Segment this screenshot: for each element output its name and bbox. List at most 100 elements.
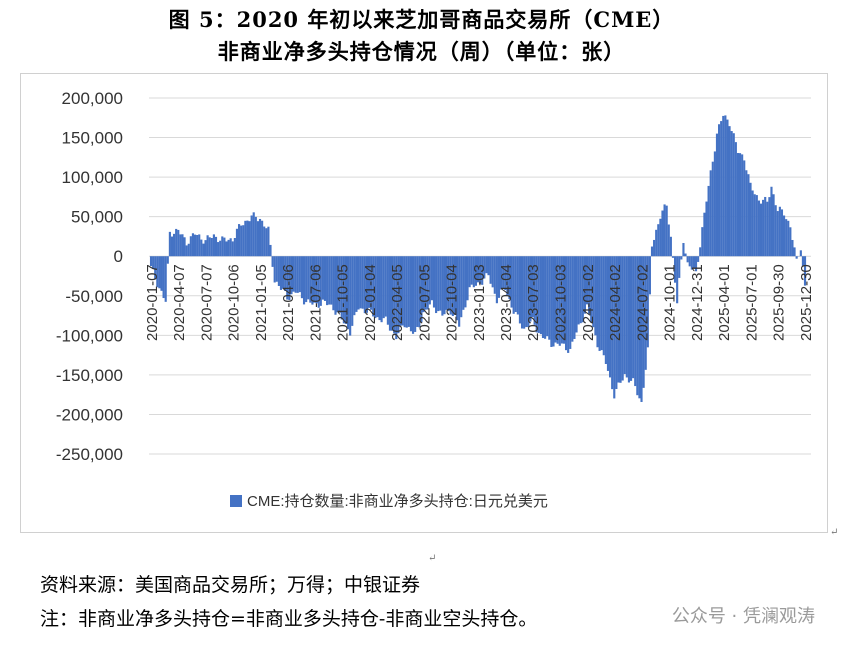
bar (380, 256, 383, 323)
bar (210, 237, 213, 257)
bar (208, 237, 211, 257)
bar (455, 256, 459, 321)
bar (451, 256, 454, 317)
x-tick-label: 2024-01-02 (580, 264, 597, 341)
bar (728, 126, 731, 257)
y-tick-label: 200,000 (62, 89, 123, 108)
bar (370, 256, 373, 310)
bar (424, 256, 427, 310)
bar (745, 170, 748, 257)
bar (221, 236, 224, 257)
bar (472, 256, 475, 288)
bar (231, 241, 234, 257)
bar (156, 256, 159, 288)
bar (338, 256, 341, 313)
bar (692, 256, 695, 269)
bar (562, 256, 566, 344)
bar (227, 239, 230, 257)
x-tick-label: 2022-01-04 (362, 264, 379, 341)
bar (650, 246, 654, 257)
bar (583, 256, 586, 314)
bar (219, 240, 222, 257)
bar (344, 256, 348, 324)
x-axis: 2020-01-07 2020-04-07 2020-07-07 2020-10-06… (144, 264, 815, 341)
bar (365, 256, 368, 313)
x-tick-label: 2024-07-02 (635, 264, 652, 341)
bar (544, 256, 547, 339)
bar (774, 205, 777, 257)
bar (539, 256, 542, 335)
x-tick-label: 2021-01-05 (253, 264, 270, 341)
bar (661, 210, 664, 257)
x-tick-label: 2024-12-31 (689, 264, 706, 341)
bar (766, 201, 769, 257)
bar (487, 256, 490, 276)
bar (500, 256, 503, 290)
bar (204, 240, 207, 257)
bar (690, 256, 693, 270)
x-tick-label: 2024-10-01 (662, 264, 679, 341)
bar (300, 256, 304, 299)
bar (585, 256, 589, 305)
bar (149, 256, 153, 267)
x-tick-label: 2023-04-04 (498, 264, 515, 341)
bar (772, 194, 775, 257)
bar (432, 256, 436, 308)
bar (749, 182, 752, 257)
bar (214, 236, 218, 257)
bar (512, 256, 515, 314)
y-tick-label: 50,000 (71, 208, 123, 227)
bar (376, 256, 379, 318)
bar (730, 131, 733, 257)
bar (613, 256, 616, 399)
x-tick-label: 2020-07-07 (199, 264, 216, 341)
legend-label: CME:持仓数量:非商业净多头持仓:日元兑美元 (247, 493, 548, 510)
bar (497, 256, 501, 298)
x-tick-label: 2021-10-05 (335, 264, 352, 341)
bar (273, 256, 276, 283)
bar (422, 256, 425, 313)
bar (785, 219, 788, 257)
x-tick-label: 2021-07-06 (308, 264, 325, 341)
bar (403, 256, 406, 328)
bar (162, 256, 165, 299)
bar (470, 256, 473, 285)
x-tick-label: 2023-01-03 (471, 264, 488, 341)
bar (753, 194, 756, 257)
bar (252, 212, 255, 257)
bar (491, 256, 494, 288)
bar (286, 256, 289, 300)
bar (686, 256, 689, 263)
bar (516, 256, 519, 315)
bar (621, 256, 624, 381)
bar (623, 256, 626, 375)
bar (279, 256, 283, 290)
x-tick-label: 2020-01-07 (144, 264, 161, 341)
bar (483, 256, 486, 279)
bar (363, 256, 366, 314)
bar (665, 205, 668, 257)
bar (590, 256, 593, 323)
bar (579, 256, 582, 324)
bar (609, 256, 612, 378)
bar (642, 256, 645, 388)
bar (420, 256, 423, 323)
bar (193, 234, 197, 257)
bar (502, 256, 505, 289)
bar (449, 256, 452, 315)
bar (277, 256, 280, 286)
bar (722, 115, 725, 257)
bar (258, 218, 262, 257)
bar (523, 256, 526, 329)
bar (747, 174, 750, 257)
bar (435, 256, 438, 314)
source-note: 资料来源：美国商品交易所；万得；中银证券 (40, 574, 421, 596)
bar (357, 256, 360, 310)
bar (334, 256, 337, 315)
bar (625, 256, 628, 378)
bar (697, 256, 700, 262)
bar (418, 256, 421, 328)
bar (596, 256, 599, 348)
bar (550, 256, 553, 347)
bar (680, 256, 683, 260)
